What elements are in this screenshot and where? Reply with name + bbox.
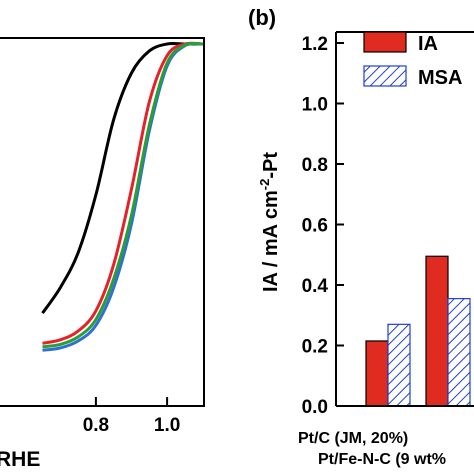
line-series-2	[42, 41, 203, 345]
right-y-tick-label: 0.4	[302, 276, 329, 297]
left-x-tick-label: 1.0	[154, 415, 180, 436]
left-plot-frame	[0, 37, 205, 407]
right-y-tick-label: 0.8	[302, 155, 328, 176]
bar-msa-1	[387, 323, 411, 407]
left-x-tick-label: 0.8	[83, 415, 109, 436]
bar-ia-1	[365, 340, 389, 407]
right-y-tick-label: 0.6	[302, 216, 328, 237]
right-y-tick-label: 0.2	[302, 337, 328, 358]
right-y-tick-label: 1.2	[302, 34, 328, 55]
left-plot: 0.8 1.0 RHE	[0, 37, 205, 471]
right-y-tick-label: 0.0	[302, 397, 328, 418]
right-y-tick-label: 1.0	[302, 95, 328, 116]
legend-swatch-msa	[363, 65, 407, 87]
line-series-4	[42, 41, 203, 349]
line-series-1	[41, 41, 203, 314]
panel-label-b: (b)	[248, 5, 276, 30]
left-x-axis-label: RHE	[0, 448, 40, 471]
right-x-category-label: Pt/C (JM, 20%)	[298, 430, 408, 447]
legend-label-ia: IA	[418, 33, 438, 55]
right-y-axis-label: IA / mA cm-2-Pt	[257, 152, 282, 292]
legend-label-msa: MSA	[418, 67, 462, 89]
legend-swatch-ia	[363, 31, 407, 53]
bar-msa-2	[447, 298, 471, 407]
right-plot: (b) 0.0 0.2 0.4 0.6 0.8 1.0 1.2 IA / mA cm-2-P…	[248, 5, 474, 468]
bar-ia-2	[425, 255, 449, 407]
right-x-category-label: Pt/Fe-N-C (9 wt%	[318, 451, 446, 468]
